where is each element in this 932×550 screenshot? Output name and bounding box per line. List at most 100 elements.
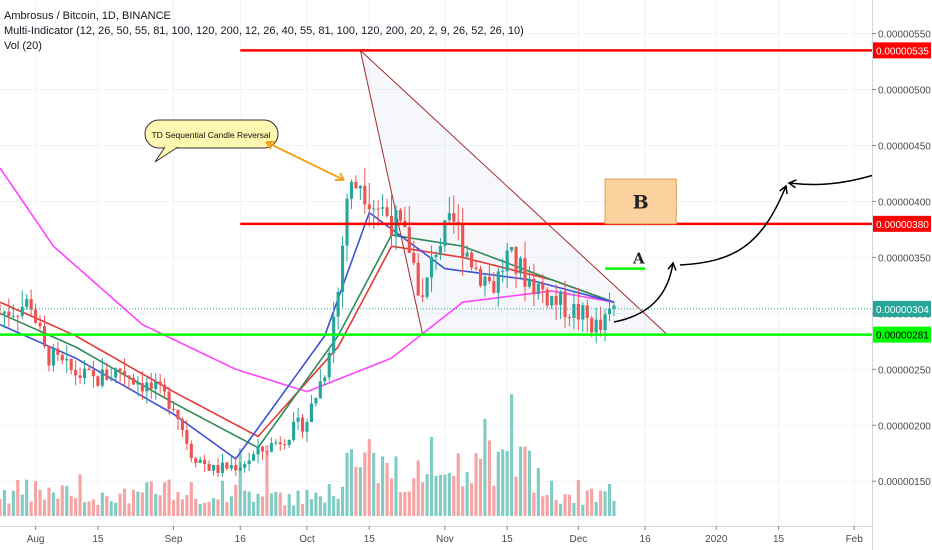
candle-78: [345, 193, 349, 262]
volume-bar-65: [287, 494, 291, 516]
candle-8: [34, 303, 38, 325]
volume-bar-97: [429, 436, 434, 516]
candle-54: [238, 462, 242, 472]
candle-131: [581, 302, 585, 332]
y-tick-label-2: 0.00000250: [878, 365, 931, 376]
volume-bar-64: [283, 505, 287, 516]
volume-bar-4: [16, 480, 20, 516]
candle-106: [470, 249, 474, 271]
candle-80: [354, 175, 358, 189]
volume-bar-6: [25, 479, 29, 516]
candle-37: [163, 378, 167, 398]
x-tick-label-4: Oct: [299, 534, 315, 545]
candle-11: [47, 345, 51, 372]
volume-bar-131: [581, 504, 585, 516]
volume-bar-47: [207, 502, 211, 516]
volume-bar-20: [87, 501, 91, 516]
td-callout-tail: [154, 146, 179, 163]
volume-bar-52: [229, 496, 233, 516]
candle-85: [376, 200, 380, 227]
volume-bar-127: [563, 494, 567, 516]
volume-bar-23: [100, 492, 104, 516]
candle-119: [527, 266, 531, 289]
candle-94: [416, 253, 420, 296]
volume-bar-40: [176, 491, 180, 516]
candle-114: [505, 242, 509, 288]
volume-bar-102: [452, 475, 456, 516]
candle-113: [501, 258, 505, 283]
volume-bar-87: [385, 462, 389, 516]
volume-bar-98: [434, 475, 438, 516]
candle-42: [185, 420, 189, 451]
volume-bar-76: [336, 498, 340, 516]
candle-59: [260, 445, 265, 461]
candle-71: [314, 397, 318, 407]
candle-0: [0, 303, 2, 316]
candle-134: [594, 307, 598, 344]
candle-73: [323, 375, 327, 386]
candle-19: [82, 360, 87, 385]
candle-97: [429, 245, 434, 292]
volume-bar-110: [487, 440, 491, 516]
candle-61: [269, 437, 273, 453]
volume-bar-2: [7, 503, 11, 516]
volume-bar-21: [91, 499, 95, 516]
volume-bar-67: [296, 490, 300, 516]
volume-bar-129: [572, 502, 576, 516]
price-tag-label-0: 0.00000535: [876, 46, 929, 57]
candle-49: [216, 458, 220, 478]
volume-bar-45: [198, 503, 202, 516]
volume-bar-108: [478, 458, 483, 516]
y-tick-label-4: 0.00000350: [878, 253, 931, 264]
candle-26: [114, 367, 118, 384]
projection-arrow-1: [679, 184, 788, 266]
volume-bar-126: [559, 503, 563, 516]
volume-bar-122: [541, 496, 545, 516]
candle-123: [545, 287, 549, 309]
volume-bar-95: [421, 482, 425, 516]
candle-41: [180, 416, 184, 438]
chart-legend: Ambrosus / Bitcoin, 1D, BINANCE Multi-In…: [4, 9, 524, 54]
volume-bar-49: [216, 499, 220, 516]
volume-bar-75: [332, 496, 336, 516]
volume-bar-59: [260, 496, 265, 516]
volume-bar-91: [403, 491, 407, 516]
x-tick-label-2: Sep: [165, 534, 183, 545]
td-callout-text: TD Sequential Candle Reversal: [151, 130, 270, 140]
volume-bar-63: [278, 492, 282, 516]
volume-bar-137: [607, 483, 612, 516]
candle-14: [60, 352, 64, 365]
volume-bar-35: [154, 493, 158, 516]
time-axis-bg: [0, 526, 872, 550]
volume-bar-85: [376, 483, 380, 516]
volume-bar-15: [65, 485, 69, 516]
candle-12: [51, 343, 55, 372]
volume-bar-107: [474, 453, 478, 516]
candle-95: [421, 278, 425, 303]
candle-23: [100, 357, 104, 388]
price-tag-resistance-0: [873, 42, 931, 59]
candle-64: [283, 439, 287, 450]
candle-35: [154, 373, 158, 400]
candle-121: [536, 281, 540, 300]
volume-bar-77: [341, 486, 345, 516]
volume-bar-117: [518, 446, 523, 516]
candle-4: [16, 314, 20, 332]
candle-136: [603, 309, 607, 342]
volume-bar-135: [599, 490, 603, 516]
candle-31: [136, 375, 140, 397]
volume-bar-39: [171, 500, 176, 516]
volume-bar-120: [532, 492, 536, 516]
candle-28: [123, 358, 127, 386]
candle-111: [492, 272, 496, 294]
candle-58: [256, 439, 260, 464]
candle-117: [518, 256, 523, 278]
x-tick-label-0: Aug: [27, 534, 45, 545]
volume-bar-100: [443, 474, 447, 516]
x-tick-label-7: 15: [502, 534, 514, 545]
projection-arrow-0: [613, 261, 677, 323]
volume-bar-10: [42, 499, 47, 516]
candle-112: [496, 267, 500, 307]
